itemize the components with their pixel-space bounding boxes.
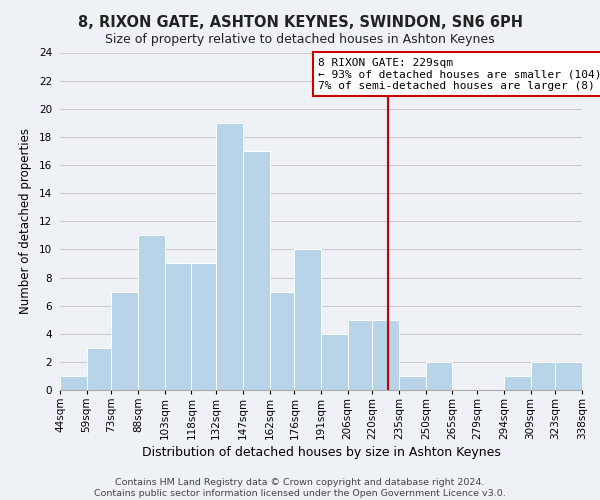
Y-axis label: Number of detached properties: Number of detached properties (19, 128, 32, 314)
X-axis label: Distribution of detached houses by size in Ashton Keynes: Distribution of detached houses by size … (142, 446, 500, 459)
Bar (295, 250, 321, 390)
Bar (530, 362, 556, 390)
Bar (60, 376, 86, 390)
Text: Size of property relative to detached houses in Ashton Keynes: Size of property relative to detached ho… (105, 32, 495, 46)
Bar (504, 376, 530, 390)
Bar (373, 320, 399, 390)
Bar (556, 362, 582, 390)
Bar (216, 123, 243, 390)
Bar (426, 362, 452, 390)
Text: 8, RIXON GATE, ASHTON KEYNES, SWINDON, SN6 6PH: 8, RIXON GATE, ASHTON KEYNES, SWINDON, S… (77, 15, 523, 30)
Bar (112, 292, 138, 390)
Bar (191, 264, 216, 390)
Bar (86, 348, 112, 390)
Bar (321, 334, 347, 390)
Bar (347, 320, 373, 390)
Text: Contains HM Land Registry data © Crown copyright and database right 2024.
Contai: Contains HM Land Registry data © Crown c… (94, 478, 506, 498)
Text: 8 RIXON GATE: 229sqm
← 93% of detached houses are smaller (104)
7% of semi-detac: 8 RIXON GATE: 229sqm ← 93% of detached h… (319, 58, 600, 91)
Bar (399, 376, 426, 390)
Bar (243, 151, 269, 390)
Bar (269, 292, 295, 390)
Bar (165, 264, 191, 390)
Bar (138, 236, 165, 390)
